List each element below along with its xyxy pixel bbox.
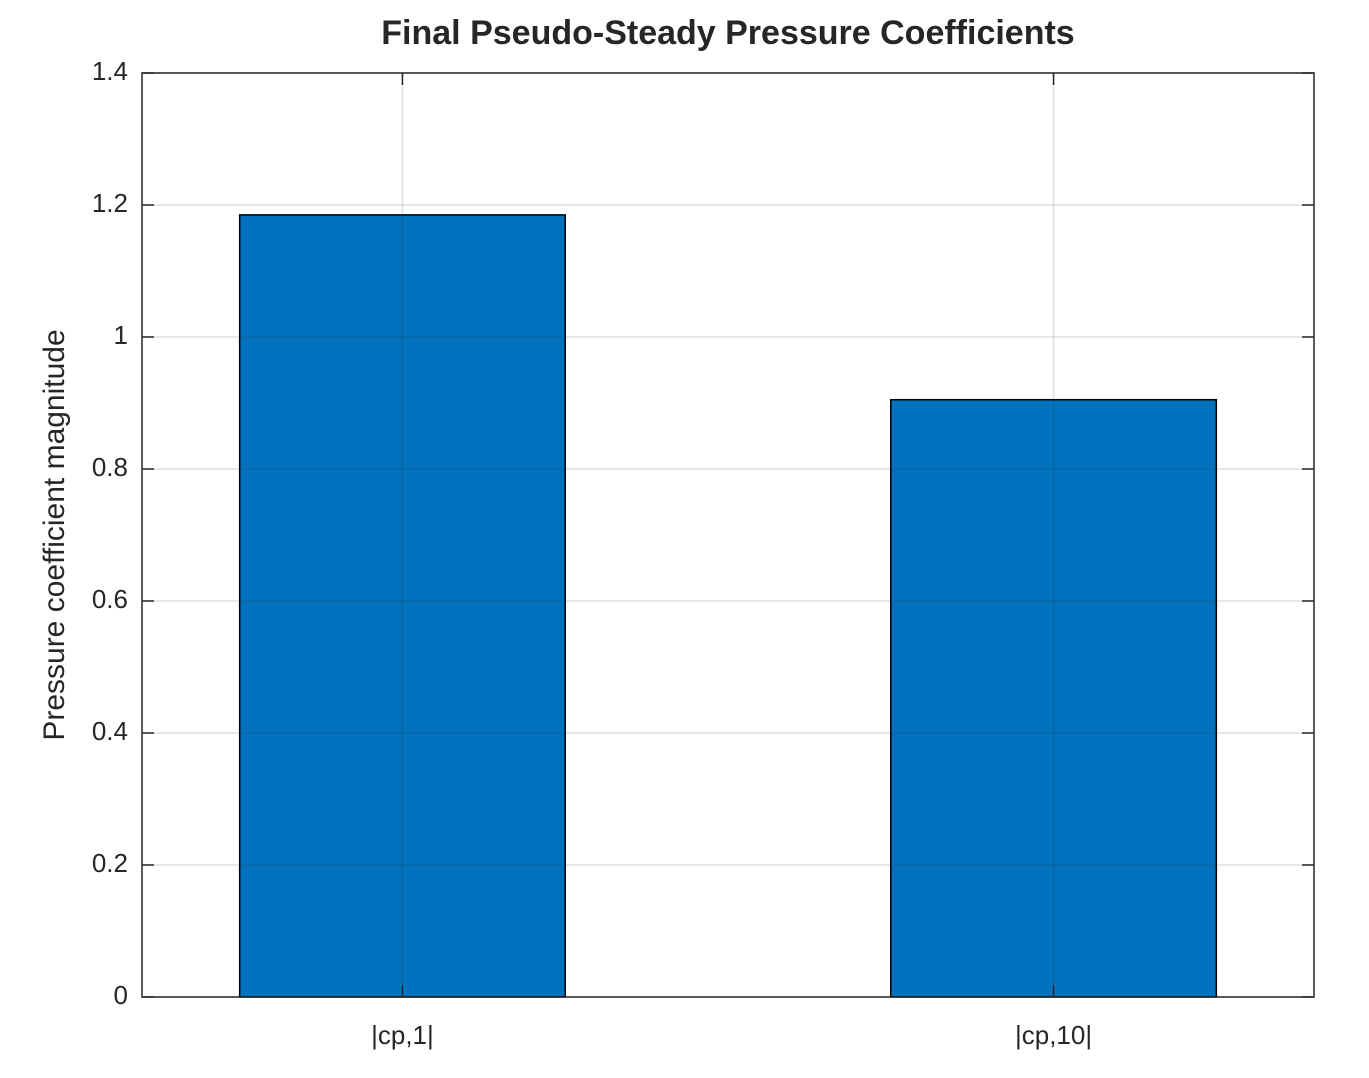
y-tick-label: 0 — [114, 980, 128, 1010]
x-tick-label: |cp,10| — [1015, 1020, 1092, 1050]
y-axis-label: Pressure coefficient magnitude — [38, 329, 71, 740]
chart-title: Final Pseudo-Steady Pressure Coefficient… — [381, 14, 1074, 52]
y-tick-label: 0.2 — [92, 848, 128, 878]
y-tick-label: 1.4 — [92, 56, 128, 86]
bar — [238, 214, 566, 998]
plot-frame — [141, 72, 1315, 998]
y-tick-label: 1 — [114, 320, 128, 350]
y-tick-label: 0.4 — [92, 716, 128, 746]
y-tick-label: 0.6 — [92, 584, 128, 614]
y-tick-label: 1.2 — [92, 188, 128, 218]
bar — [890, 398, 1218, 998]
y-tick-label: 0.8 — [92, 452, 128, 482]
x-tick-label: |cp,1| — [371, 1020, 434, 1050]
